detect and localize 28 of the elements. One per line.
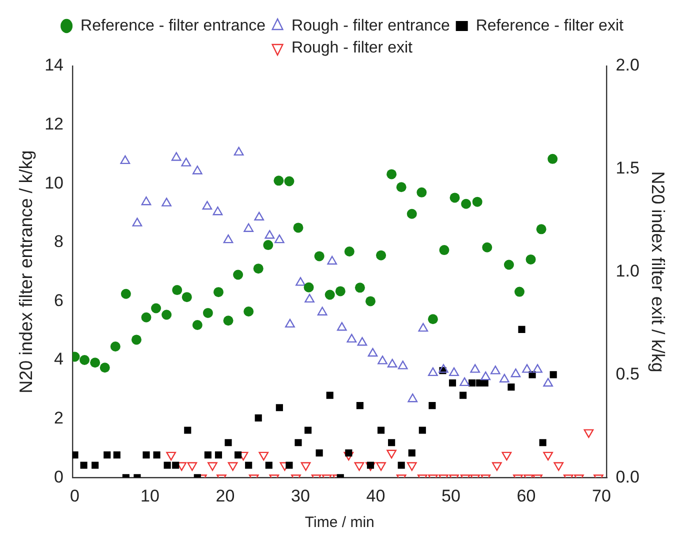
y2-tick-label: 0.0 <box>616 467 640 486</box>
y-tick-label: 2 <box>54 408 64 428</box>
x-tick-label: 60 <box>516 486 536 506</box>
y-axis-title: N20 index filter entrance / k/kg <box>16 150 36 394</box>
y-tick-label: 12 <box>44 114 64 134</box>
y2-tick-label: 0.5 <box>616 364 640 384</box>
y-tick-label: 4 <box>54 350 64 369</box>
y2-tick-label: 1.5 <box>616 158 640 178</box>
x-tick-label: 40 <box>366 486 386 506</box>
y2-tick-label: 1.0 <box>616 261 640 280</box>
y2-tick-label: 2.0 <box>616 56 640 75</box>
legend-label: Rough - filter exit <box>292 39 414 56</box>
y-tick-label: 14 <box>44 56 64 75</box>
legend-label: Reference - filter entrance <box>80 17 266 34</box>
y-tick-label: 10 <box>44 173 64 192</box>
y-tick-label: 0 <box>54 467 64 486</box>
y-tick-label: 6 <box>54 290 64 310</box>
x-axis-title: Time / min <box>304 514 374 532</box>
x-tick-label: 70 <box>592 486 611 506</box>
x-tick-label: 50 <box>442 486 460 506</box>
y2-axis-title: N20 index filter exit / k/kg <box>648 171 668 372</box>
legend-label: Reference - filter exit <box>476 17 624 34</box>
x-tick-label: 30 <box>291 486 310 506</box>
x-tick-label: 0 <box>70 486 80 506</box>
legend-label: Rough - filter entrance <box>292 17 450 34</box>
x-tick-label: 20 <box>216 486 235 506</box>
y-tick-label: 8 <box>54 232 64 252</box>
x-tick-label: 10 <box>140 486 160 506</box>
